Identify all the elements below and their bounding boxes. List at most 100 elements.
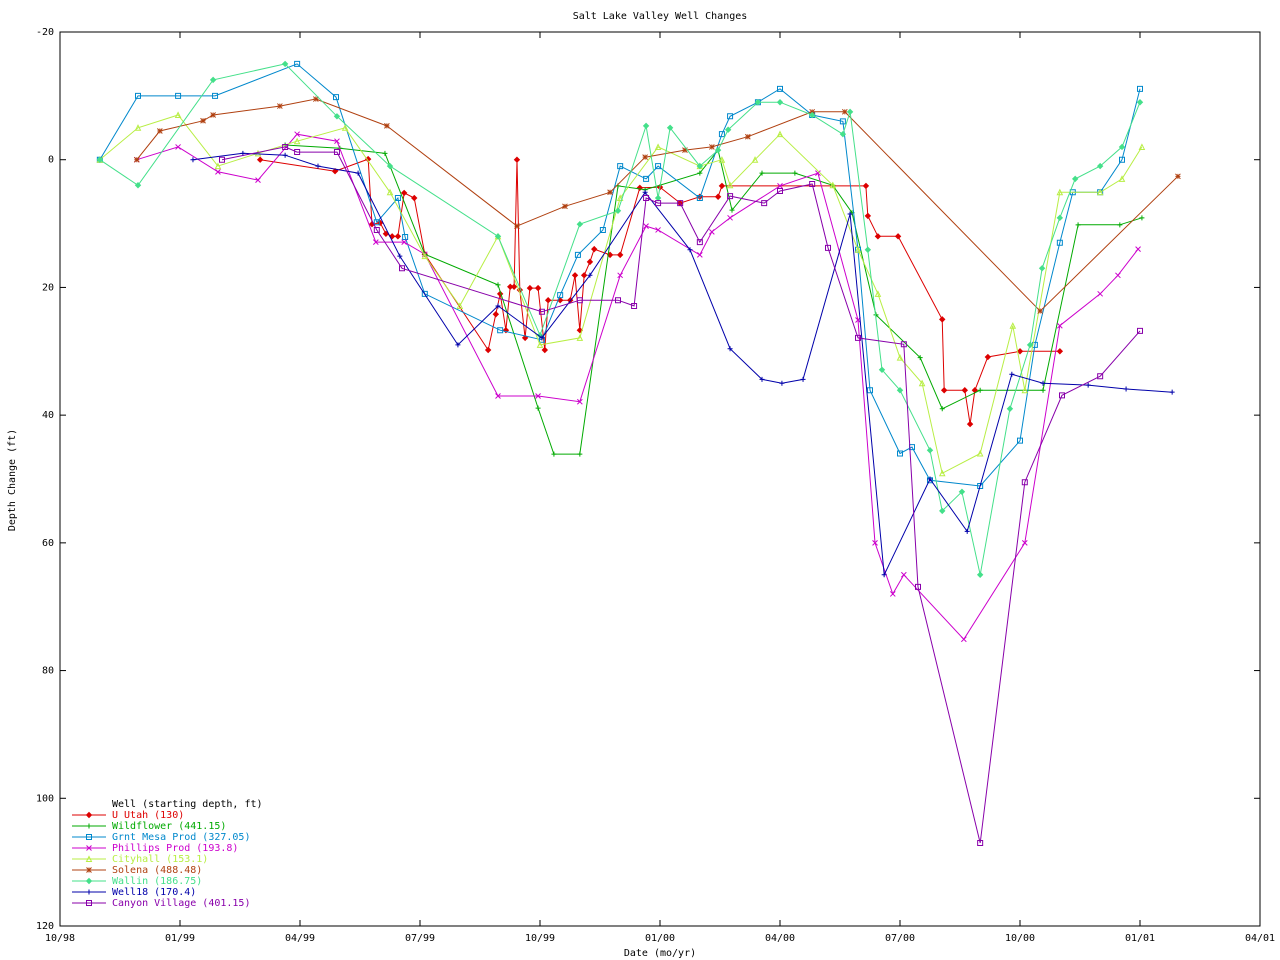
marker	[867, 387, 873, 394]
marker	[156, 128, 163, 134]
y-tick-label: 120	[36, 921, 54, 932]
marker	[1017, 437, 1023, 444]
marker	[847, 211, 853, 217]
marker	[586, 258, 594, 266]
marker	[256, 156, 264, 163]
legend-marker	[86, 889, 92, 895]
marker	[874, 233, 882, 240]
marker	[926, 447, 934, 454]
marker	[174, 111, 182, 119]
marker	[355, 170, 361, 176]
marker	[394, 195, 401, 202]
marker	[966, 420, 974, 428]
marker	[212, 92, 219, 99]
marker	[915, 583, 921, 590]
marker	[384, 123, 390, 129]
marker	[918, 379, 926, 387]
marker	[855, 334, 861, 341]
marker	[940, 387, 948, 394]
y-tick-label: -20	[36, 27, 54, 38]
marker	[727, 193, 734, 200]
marker	[829, 181, 837, 189]
marker	[1071, 175, 1079, 183]
marker	[135, 92, 141, 99]
marker	[341, 124, 349, 131]
marker	[617, 272, 624, 279]
marker	[401, 239, 408, 245]
marker	[655, 163, 662, 170]
marker	[282, 143, 289, 150]
marker	[809, 180, 816, 187]
marker	[654, 143, 662, 150]
marker	[209, 76, 217, 84]
marker	[544, 296, 552, 304]
x-tick-label: 07/00	[885, 933, 915, 944]
marker	[421, 252, 429, 260]
marker	[1009, 322, 1017, 329]
marker	[495, 282, 501, 288]
marker	[815, 170, 821, 176]
marker	[134, 182, 142, 189]
marker	[1118, 143, 1126, 151]
marker	[642, 189, 648, 195]
marker	[175, 144, 181, 150]
marker	[976, 449, 984, 457]
marker	[133, 156, 140, 163]
marker	[777, 85, 783, 92]
marker	[535, 393, 541, 399]
x-tick-label: 04/01	[1245, 933, 1275, 944]
marker	[574, 251, 581, 258]
legend-label: Cityhall (153.1)	[112, 854, 208, 865]
marker	[484, 346, 492, 354]
marker	[1097, 373, 1104, 380]
marker	[726, 181, 734, 189]
marker	[1040, 387, 1046, 393]
series-line	[136, 98, 1179, 312]
marker	[1056, 348, 1064, 355]
marker	[1169, 389, 1175, 395]
marker	[677, 200, 684, 207]
marker	[388, 233, 396, 240]
marker	[1016, 348, 1024, 355]
marker	[1056, 239, 1063, 246]
marker	[394, 233, 402, 240]
marker	[708, 229, 715, 235]
legend-label: Wildflower (441.15)	[112, 821, 226, 832]
legend-marker	[86, 845, 92, 851]
marker	[219, 156, 225, 163]
marker	[497, 327, 504, 334]
marker	[1135, 246, 1141, 252]
marker	[210, 112, 216, 118]
x-tick-label: 10/99	[525, 933, 555, 944]
legend-label: Phillips Prod (193.8)	[112, 843, 238, 854]
x-tick-label: 04/00	[765, 933, 795, 944]
marker	[777, 183, 783, 189]
legend-label: Grnt Mesa Prod (327.05)	[112, 832, 250, 843]
marker	[642, 154, 648, 161]
marker	[382, 230, 390, 237]
marker	[776, 99, 784, 106]
marker	[792, 170, 798, 176]
x-tick-label: 04/99	[285, 933, 315, 944]
marker	[334, 138, 340, 145]
marker	[333, 149, 340, 156]
series-line	[221, 146, 1141, 844]
marker	[1175, 173, 1181, 180]
marker	[961, 387, 969, 394]
marker	[510, 283, 518, 290]
plot-frame	[59, 31, 1261, 927]
marker	[333, 94, 339, 101]
marker	[846, 108, 854, 116]
marker	[754, 99, 761, 106]
chart-title: Salt Lake Valley Well Changes	[573, 11, 748, 22]
marker	[964, 528, 970, 534]
marker	[727, 214, 733, 221]
marker	[864, 246, 872, 253]
marker	[616, 251, 624, 259]
marker	[455, 342, 461, 348]
marker	[536, 341, 544, 348]
marker	[576, 334, 584, 341]
marker	[134, 124, 142, 131]
legend: Well (starting depth, ft)U Utah (130)Wil…	[72, 799, 263, 909]
marker	[960, 636, 967, 643]
